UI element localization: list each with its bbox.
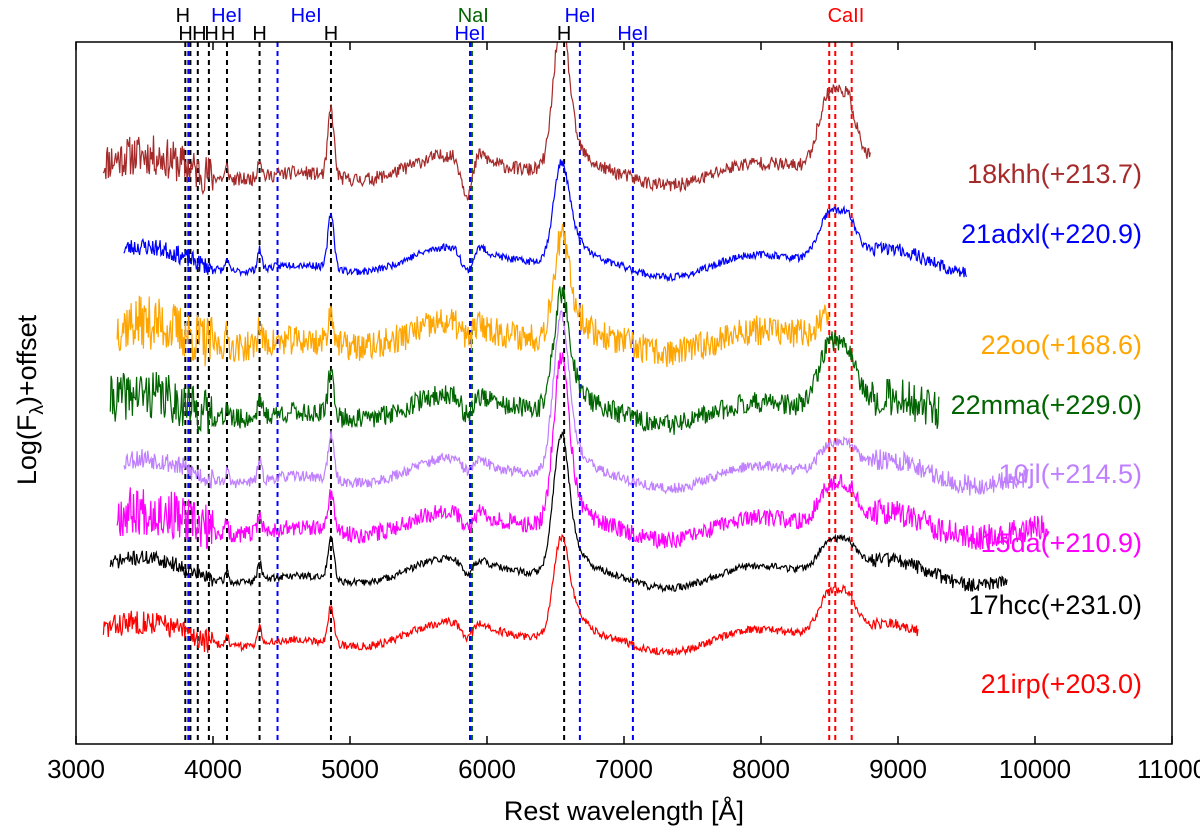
series-label: 21irp(+203.0) [981,669,1142,699]
marker-label: HeI [291,5,322,27]
series-label: 18khh(+213.7) [967,159,1142,189]
series-label: 10jl(+214.5) [999,459,1142,489]
series-label: 21adxl(+220.9) [961,219,1142,249]
x-tick-label: 6000 [458,754,516,784]
x-tick-label: 11000 [1137,754,1200,784]
x-tick-label: 4000 [184,754,242,784]
marker-label: HeI [617,23,648,45]
marker-label: H [192,23,206,45]
marker-label: NaI [458,5,489,27]
marker-label: H [557,23,571,45]
spectrum-line [123,309,1029,496]
spectrum-line [102,533,919,657]
marker-label: H [252,23,266,45]
spectrum-line [109,431,1008,594]
spectrum-line [116,352,1049,550]
marker-label: H [221,23,235,45]
x-tick-label: 8000 [732,754,790,784]
series-label: 22oo(+168.6) [981,330,1142,360]
x-axis-ticks: 3000 4000 5000 6000 7000 8000 9000 10000 11000 [47,42,1200,784]
spectrum-line [109,286,940,435]
series-label: 15da(+210.9) [981,528,1142,558]
marker-label: H [324,23,338,45]
marker-label: H [176,5,190,27]
marker-label: H [178,23,192,45]
marker-label: H [204,23,218,45]
x-axis-label: Rest wavelength [Å] [504,795,744,826]
x-tick-label: 3000 [47,754,105,784]
marker-label: HeI [565,5,596,27]
marker-label: HeI [211,5,242,27]
marker-label: HeI [454,23,485,45]
y-axis-label: Log(Fλ)+offset [12,314,48,485]
spectrum-line [123,159,968,283]
series-label: 22mma(+229.0) [951,390,1142,420]
x-tick-label: 5000 [321,754,379,784]
spectrum-line [116,223,830,368]
series-labels: 18khh(+213.7) 21adxl(+220.9) 22oo(+168.6) 2… [951,159,1142,699]
marker-label: CaII [828,5,865,27]
spectra-series [102,42,1049,657]
x-tick-label: 9000 [869,754,927,784]
spectrum-line [102,42,871,201]
x-tick-label: 10000 [999,754,1071,784]
series-label: 17hcc(+231.0) [969,590,1142,620]
line-markers [184,42,853,744]
x-tick-label: 7000 [595,754,653,784]
